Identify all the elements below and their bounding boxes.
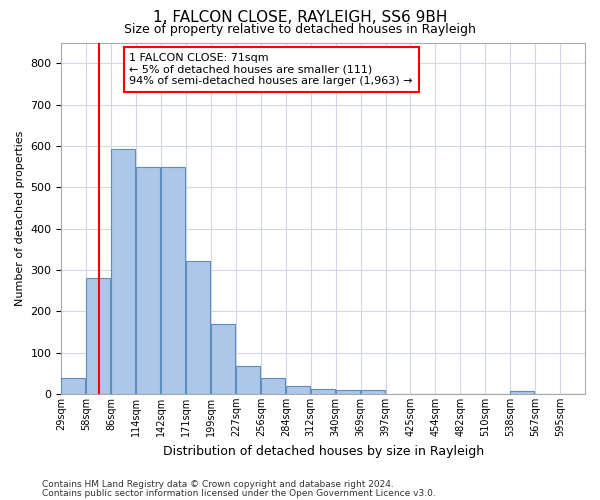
Bar [361,390,385,394]
Bar [510,390,534,394]
Text: Contains HM Land Registry data © Crown copyright and database right 2024.: Contains HM Land Registry data © Crown c… [42,480,394,489]
Bar [61,378,85,394]
Text: Size of property relative to detached houses in Rayleigh: Size of property relative to detached ho… [124,22,476,36]
Bar [86,278,110,394]
Bar [186,261,210,394]
Text: 1, FALCON CLOSE, RAYLEIGH, SS6 9BH: 1, FALCON CLOSE, RAYLEIGH, SS6 9BH [153,10,447,25]
Bar [161,166,185,394]
Bar [335,390,360,394]
Bar [211,324,235,394]
Bar [286,386,310,394]
Bar [311,389,335,394]
X-axis label: Distribution of detached houses by size in Rayleigh: Distribution of detached houses by size … [163,444,484,458]
Bar [136,166,160,394]
Text: 1 FALCON CLOSE: 71sqm
← 5% of detached houses are smaller (111)
94% of semi-deta: 1 FALCON CLOSE: 71sqm ← 5% of detached h… [130,53,413,86]
Bar [111,149,136,394]
Text: Contains public sector information licensed under the Open Government Licence v3: Contains public sector information licen… [42,488,436,498]
Bar [261,378,285,394]
Y-axis label: Number of detached properties: Number of detached properties [15,130,25,306]
Bar [236,366,260,394]
